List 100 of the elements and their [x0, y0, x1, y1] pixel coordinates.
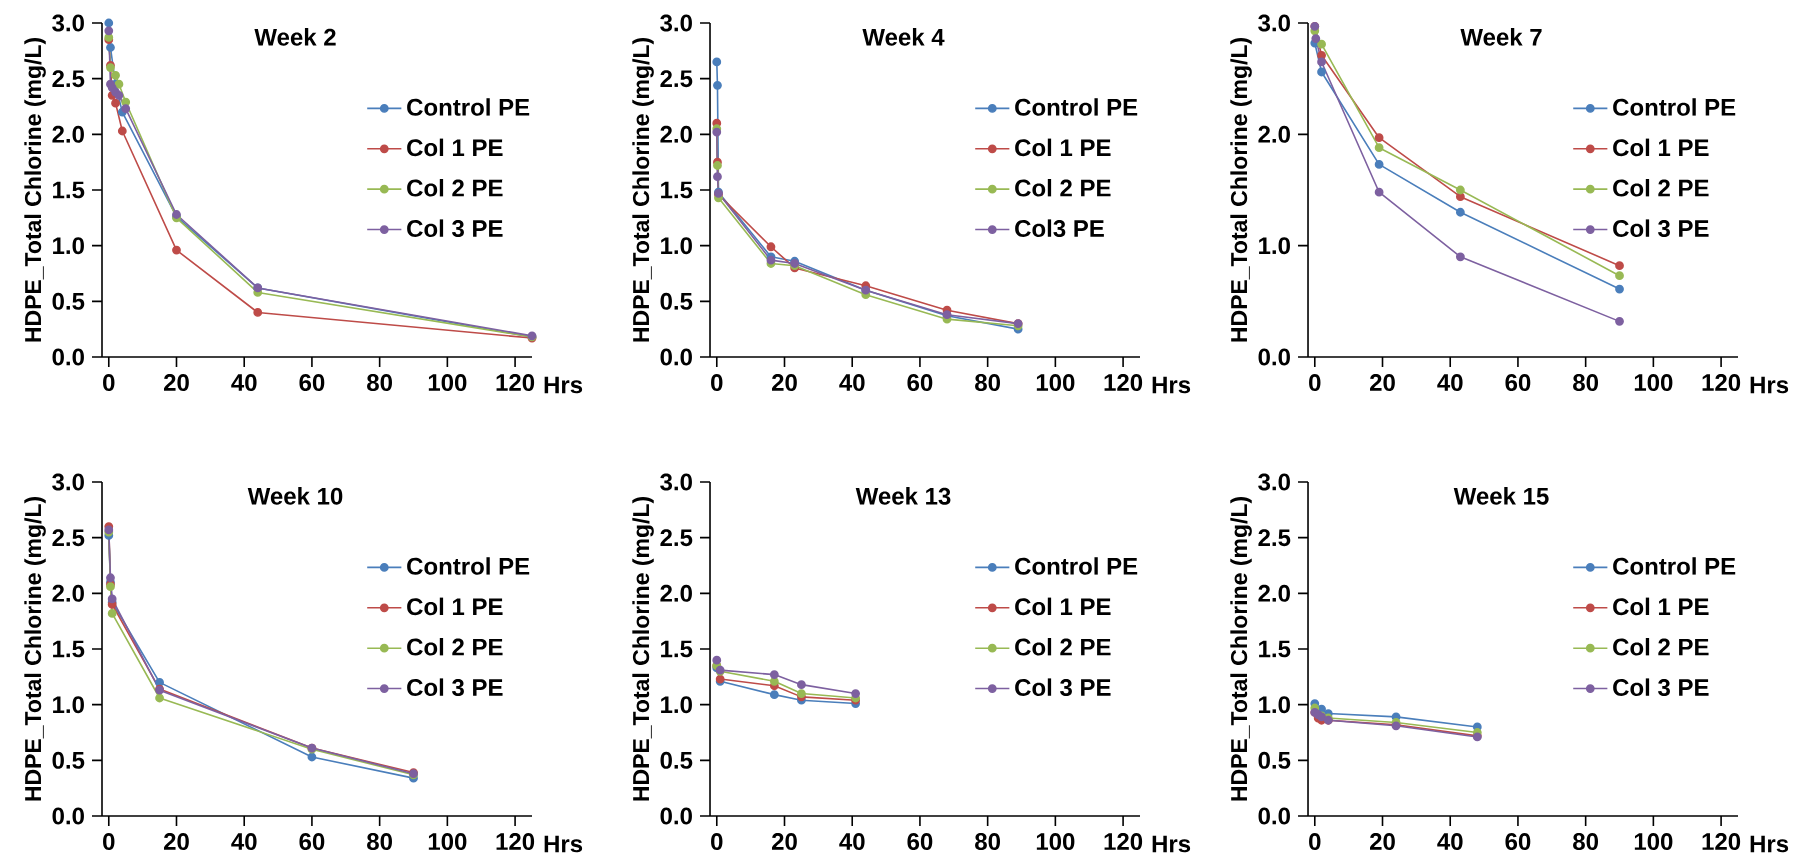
x-axis-title: Hrs: [1750, 835, 1789, 853]
x-tick-label: 60: [1505, 833, 1531, 851]
x-tick-label: 100: [1634, 833, 1673, 851]
y-tick-label: 0.0: [52, 807, 84, 825]
x-tick-label: 20: [163, 833, 189, 851]
y-tick-label: 3.0: [660, 473, 692, 491]
legend-label: Col 1 PE: [1015, 597, 1111, 616]
chart-title: Week 15: [1453, 487, 1549, 505]
y-tick-label: 0.5: [660, 292, 693, 310]
x-axis-title: Hrs: [544, 376, 583, 394]
y-tick-label: 0.5: [52, 292, 85, 310]
y-tick-label: 1.0: [661, 696, 692, 714]
y-tick-label: 3.0: [52, 473, 84, 491]
x-tick-label: 100: [428, 374, 467, 392]
x-tick-label: 0: [711, 374, 723, 392]
y-tick-label: 2.5: [660, 529, 693, 547]
x-tick-label: 60: [299, 833, 325, 851]
legend-label: Col3 PE: [1015, 219, 1104, 238]
y-tick-label: 0.0: [660, 807, 692, 825]
y-tick-label: 1.0: [1259, 696, 1290, 714]
y-tick-label: 0.5: [52, 751, 85, 769]
y-tick-label: 1.5: [661, 181, 693, 199]
chart-title: Week 13: [855, 487, 951, 505]
x-tick-label: 60: [299, 374, 325, 392]
x-tick-label: 100: [1036, 833, 1075, 851]
legend-label: Col 2 PE: [407, 178, 503, 197]
legend-label: Col 2 PE: [1613, 638, 1709, 656]
x-tick-label: 120: [496, 833, 535, 851]
y-tick-label: 2.5: [52, 70, 85, 88]
y-tick-label: 0.0: [1258, 807, 1290, 825]
y-axis-title: HDPE_Total Chlorine (mg/L): [1230, 497, 1252, 801]
chart-title: Week 10: [247, 487, 343, 505]
x-tick-label: 20: [1370, 374, 1395, 392]
x-tick-label: 20: [772, 374, 797, 392]
y-tick-label: 2.0: [660, 584, 692, 602]
x-axis-title: Hrs: [544, 835, 583, 853]
legend-label: Col 1 PE: [1015, 138, 1111, 157]
y-axis-title: HDPE_Total Chlorine (mg/L): [1230, 38, 1252, 342]
y-tick-label: 2.0: [52, 125, 84, 143]
y-axis-title: HDPE_Total Chlorine (mg/L): [632, 38, 654, 342]
y-tick-label: 2.0: [1258, 125, 1290, 143]
legend-label: Col 1 PE: [407, 138, 503, 157]
x-tick-label: 0: [103, 374, 115, 392]
x-tick-label: 120: [1702, 833, 1741, 851]
x-tick-label: 60: [1505, 374, 1531, 392]
x-axis-title: Hrs: [1152, 376, 1191, 394]
x-tick-label: 100: [1036, 374, 1075, 392]
y-tick-label: 3.0: [52, 14, 84, 32]
legend-label: Control PE: [407, 557, 530, 575]
x-tick-label: 0: [1309, 374, 1321, 392]
legend-label: Col 3 PE: [407, 219, 503, 238]
legend-label: Control PE: [1613, 557, 1736, 575]
x-tick-label: 20: [163, 374, 189, 392]
y-tick-label: 2.0: [660, 125, 692, 143]
legend-label: Col 3 PE: [407, 678, 503, 697]
x-tick-label: 80: [975, 374, 1000, 392]
y-tick-label: 3.0: [1258, 473, 1290, 491]
x-tick-label: 120: [1702, 374, 1741, 392]
x-tick-label: 40: [839, 833, 865, 851]
y-tick-label: 2.0: [1258, 584, 1290, 602]
legend-label: Control PE: [1015, 98, 1138, 116]
x-axis-title: Hrs: [1750, 376, 1789, 394]
x-tick-label: 120: [496, 374, 535, 392]
x-tick-label: 120: [1104, 374, 1143, 392]
y-axis-title: HDPE_Total Chlorine (mg/L): [632, 497, 654, 801]
x-tick-label: 0: [1309, 833, 1321, 851]
x-tick-label: 120: [1104, 833, 1143, 851]
x-tick-label: 60: [907, 833, 933, 851]
y-tick-label: 3.0: [1258, 14, 1290, 32]
y-tick-label: 2.0: [52, 584, 84, 602]
legend-label: Control PE: [1613, 98, 1736, 116]
y-tick-label: 1.0: [53, 237, 84, 255]
y-tick-label: 1.5: [53, 181, 85, 199]
legend-label: Col 3 PE: [1613, 678, 1709, 697]
y-tick-label: 1.5: [661, 640, 693, 658]
x-tick-label: 0: [103, 833, 115, 851]
x-tick-label: 100: [1634, 374, 1673, 392]
legend-label: Col 1 PE: [407, 597, 503, 616]
x-tick-label: 40: [231, 374, 257, 392]
y-tick-label: 1.5: [1259, 640, 1291, 658]
y-axis-title: HDPE_Total Chlorine (mg/L): [24, 497, 46, 801]
legend-label: Col 2 PE: [1015, 638, 1111, 656]
y-tick-label: 0.0: [1258, 348, 1290, 366]
y-tick-label: 0.0: [52, 348, 84, 366]
x-tick-label: 40: [839, 374, 865, 392]
y-tick-label: 2.5: [52, 529, 85, 547]
x-tick-label: 40: [1437, 833, 1463, 851]
x-tick-label: 40: [231, 833, 257, 851]
x-tick-label: 20: [1370, 833, 1395, 851]
x-tick-label: 100: [428, 833, 467, 851]
x-tick-label: 80: [367, 374, 392, 392]
x-tick-label: 80: [975, 833, 1000, 851]
legend-label: Col 2 PE: [1015, 178, 1111, 197]
x-tick-label: 0: [711, 833, 723, 851]
legend-label: Col 3 PE: [1613, 219, 1709, 238]
y-tick-label: 1.5: [53, 640, 85, 658]
y-tick-label: 2.5: [1258, 529, 1291, 547]
chart-title: Week 7: [1460, 28, 1542, 46]
y-tick-label: 3.0: [660, 14, 692, 32]
x-tick-label: 80: [1573, 833, 1599, 851]
